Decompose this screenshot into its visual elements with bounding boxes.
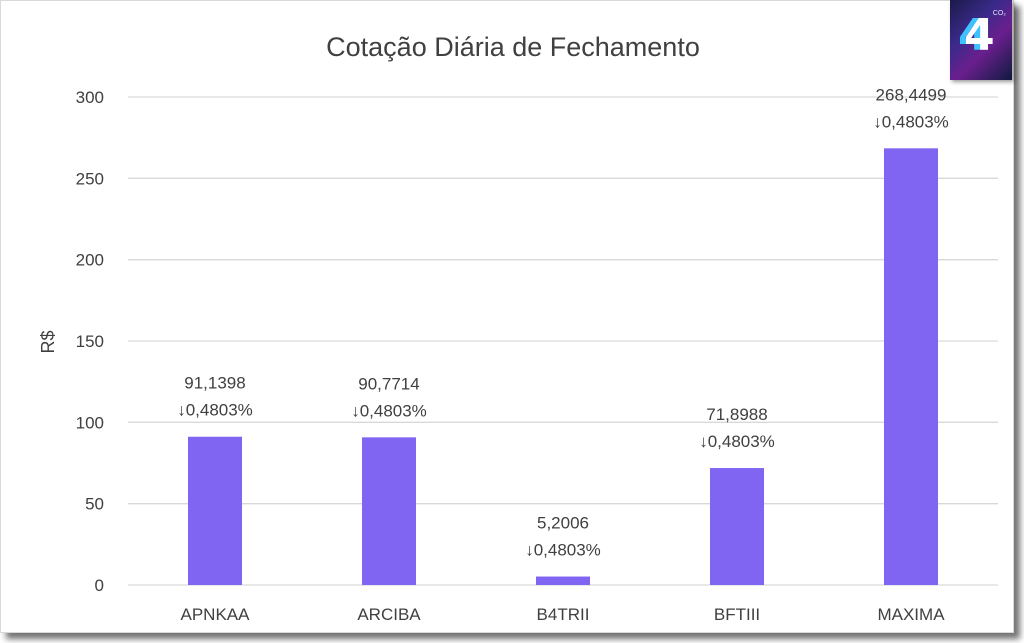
y-tick-label: 50 xyxy=(85,495,104,514)
data-label-value: 90,7714 xyxy=(358,374,419,393)
bar-apnkaa xyxy=(188,436,242,585)
y-tick-label: 300 xyxy=(76,88,104,107)
logo-glyph: 4 xyxy=(964,10,995,61)
data-label-change: ↓0,4803% xyxy=(873,112,949,131)
data-labels: 91,1398 ↓0,4803% 90,7714 ↓0,4803% 5,2006 ↓0,4… xyxy=(177,85,949,559)
x-tick-label: ARCIBA xyxy=(357,605,421,624)
chart-frame xyxy=(0,0,1014,633)
y-tick-label: 0 xyxy=(95,576,104,595)
bar-maxima xyxy=(884,148,938,585)
y-tick-label: 200 xyxy=(76,251,104,270)
y-tick-label: 250 xyxy=(76,169,104,188)
bars xyxy=(188,148,938,585)
data-label-change: ↓0,4803% xyxy=(351,401,427,420)
x-tick-label: BFTIII xyxy=(714,605,760,624)
x-tick-label: MAXIMA xyxy=(877,605,945,624)
data-label-change: ↓0,4803% xyxy=(699,432,775,451)
y-axis-ticks: 0 50 100 150 200 250 300 xyxy=(76,88,104,595)
y-tick-label: 150 xyxy=(76,332,104,351)
logo-sup: CO₂ xyxy=(992,10,1006,17)
y-tick-label: 100 xyxy=(76,413,104,432)
brand-logo: 4 CO₂ xyxy=(950,0,1012,80)
data-label-value: 268,4499 xyxy=(876,85,947,104)
chart-title: Cotação Diária de Fechamento xyxy=(326,32,700,62)
data-label-value: 5,2006 xyxy=(537,514,589,533)
x-axis-ticks: APNKAA ARCIBA B4TRII BFTIII MAXIMA xyxy=(181,605,946,624)
x-tick-label: APNKAA xyxy=(181,605,251,624)
x-tick-label: B4TRII xyxy=(537,605,590,624)
data-label-value: 71,8988 xyxy=(706,405,767,424)
data-label-change: ↓0,4803% xyxy=(525,541,601,560)
y-axis-label: R$ xyxy=(38,330,58,353)
bar-arciba xyxy=(362,437,416,585)
data-label-value: 91,1398 xyxy=(184,374,245,393)
bar-b4trii xyxy=(536,576,590,585)
gridlines xyxy=(128,96,998,586)
data-label-change: ↓0,4803% xyxy=(177,401,253,420)
bar-bftiii xyxy=(710,468,764,585)
